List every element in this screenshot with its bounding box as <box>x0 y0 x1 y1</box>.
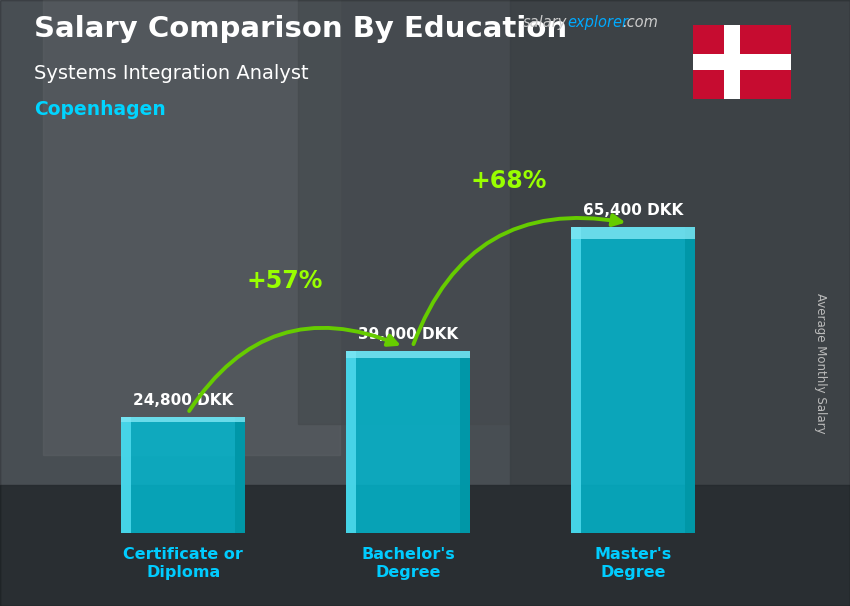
Bar <box>346 350 470 358</box>
Bar <box>0 485 850 606</box>
Bar <box>122 417 245 422</box>
Bar <box>346 350 356 533</box>
Bar <box>571 227 694 239</box>
FancyBboxPatch shape <box>346 350 470 533</box>
Bar <box>693 54 791 70</box>
Text: salary: salary <box>523 15 567 30</box>
Bar <box>460 350 470 533</box>
FancyBboxPatch shape <box>571 227 694 533</box>
Text: explorer: explorer <box>567 15 628 30</box>
Text: .com: .com <box>622 15 658 30</box>
Text: 24,800 DKK: 24,800 DKK <box>133 393 233 408</box>
Text: +68%: +68% <box>471 169 547 193</box>
Text: Systems Integration Analyst: Systems Integration Analyst <box>34 64 309 82</box>
Bar <box>42 0 340 454</box>
Text: 39,000 DKK: 39,000 DKK <box>358 327 458 342</box>
Bar <box>235 417 245 533</box>
Bar <box>298 0 510 424</box>
Bar <box>724 25 740 99</box>
Bar <box>571 227 581 533</box>
Text: +57%: +57% <box>246 269 322 293</box>
Text: Copenhagen: Copenhagen <box>34 100 166 119</box>
Text: Average Monthly Salary: Average Monthly Salary <box>813 293 827 434</box>
Bar <box>122 417 131 533</box>
FancyBboxPatch shape <box>122 417 245 533</box>
Bar <box>685 227 694 533</box>
Text: 65,400 DKK: 65,400 DKK <box>583 203 683 218</box>
Bar <box>510 0 850 485</box>
FancyBboxPatch shape <box>690 22 793 102</box>
Text: Salary Comparison By Education: Salary Comparison By Education <box>34 15 567 43</box>
